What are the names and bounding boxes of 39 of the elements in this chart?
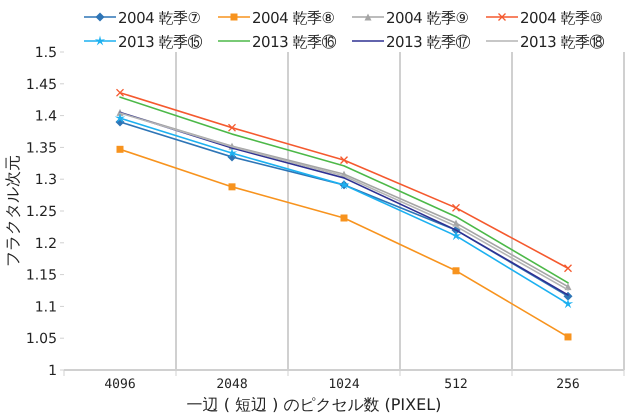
x-tick-label: 2048 xyxy=(216,377,248,392)
y-tick-label: 1.3 xyxy=(34,172,57,188)
legend-label: 2004 乾季⑦ xyxy=(118,9,200,27)
x-tick-label: 512 xyxy=(444,377,468,392)
point xyxy=(340,214,348,222)
y-tick-label: 1.5 xyxy=(34,45,57,61)
legend-label: 2013 乾季⑮ xyxy=(118,33,202,51)
point xyxy=(564,264,572,272)
legend-label: 2013 乾季⑱ xyxy=(520,33,604,51)
y-tick-label: 1.4 xyxy=(34,108,58,125)
x-axis-title: 一辺 ( 短辺 ) のピクセル数 (PIXEL) xyxy=(186,395,442,414)
y-tick-label: 1.25 xyxy=(26,204,57,220)
y-tick-label: 1.2 xyxy=(34,236,57,252)
y-tick-label: 1 xyxy=(48,363,57,379)
point xyxy=(228,183,236,190)
point xyxy=(450,230,462,240)
point xyxy=(562,298,574,308)
legend-label: 2004 乾季⑨ xyxy=(386,9,468,27)
y-tick-label: 1.05 xyxy=(26,331,57,348)
y-tick-label: 1.45 xyxy=(26,76,57,93)
x-tick-label: 1024 xyxy=(328,377,360,392)
point xyxy=(228,124,236,132)
y-tick-label: 1.1 xyxy=(34,299,57,316)
point xyxy=(452,204,460,212)
x-tick-label: 256 xyxy=(556,377,580,392)
point xyxy=(116,88,124,97)
x-tick-label: 4096 xyxy=(104,377,136,392)
legend-label: 2013 乾季⑯ xyxy=(252,33,336,51)
legend-label: 2004 乾季⑧ xyxy=(252,9,334,27)
point xyxy=(452,267,460,274)
y-tick-label: 1.35 xyxy=(26,140,57,156)
point xyxy=(340,156,348,164)
point xyxy=(116,146,124,153)
legend-label: 2004 乾季⑩ xyxy=(520,9,602,27)
y-axis-title: フラクタル次元 xyxy=(3,155,22,267)
legend-label: 2013 乾季⑰ xyxy=(386,33,470,51)
y-tick-label: 1.15 xyxy=(26,268,57,284)
point xyxy=(114,112,126,123)
point xyxy=(564,333,572,340)
